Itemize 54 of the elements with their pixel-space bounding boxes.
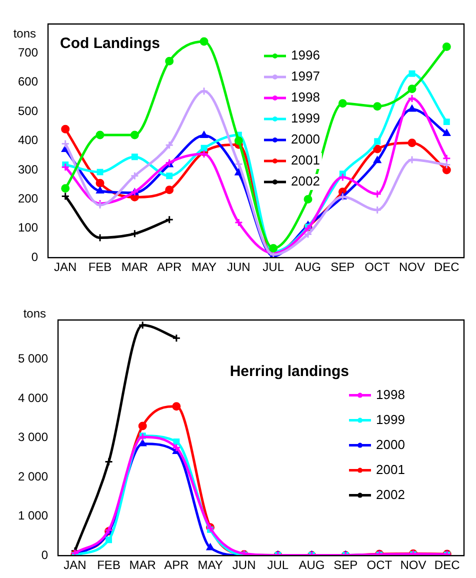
legend-label: 1999 <box>376 412 405 427</box>
y-axis-title: tons <box>23 306 46 320</box>
x-tick-label: APR <box>157 260 182 274</box>
legend-label: 2000 <box>291 132 320 147</box>
legend-label: 1999 <box>291 110 320 126</box>
x-tick-label: MAR <box>121 260 148 274</box>
y-tick-label: 100 <box>18 220 38 235</box>
y-tick-label: 400 <box>18 133 38 148</box>
x-tick-label: MAY <box>191 260 217 274</box>
x-tick-label: NOV <box>400 558 426 572</box>
x-tick-label: MAY <box>198 558 223 572</box>
x-tick-label: OCT <box>366 558 393 572</box>
legend-label: 1998 <box>291 90 320 105</box>
y-axis-title: tons <box>13 26 36 40</box>
x-tick-label: JAN <box>54 260 77 274</box>
x-tick-label: APR <box>164 558 190 572</box>
legend-label: 1996 <box>291 48 320 63</box>
x-tick-label: OCT <box>364 260 391 274</box>
y-tick-label: 500 <box>18 104 38 118</box>
legend-label: 2001 <box>376 462 405 477</box>
legend-label: 2000 <box>376 436 405 452</box>
x-tick-label: FEB <box>88 260 112 274</box>
x-tick-label: DEC <box>434 558 460 572</box>
legend-label: 2001 <box>291 152 320 168</box>
y-tick-label: 0 <box>31 250 38 264</box>
y-tick-label: 1 000 <box>18 508 48 523</box>
legend-label: 1998 <box>376 386 405 402</box>
y-tick-label: 5 000 <box>18 352 48 366</box>
x-tick-label: JUN <box>232 558 256 572</box>
x-tick-label: DEC <box>434 260 460 274</box>
legend-label: 2002 <box>291 174 320 189</box>
y-tick-label: 2 000 <box>18 469 48 484</box>
y-tick-label: 700 <box>18 46 38 60</box>
x-tick-label: JUL <box>267 558 289 572</box>
x-tick-label: JUL <box>262 260 284 274</box>
x-tick-label: FEB <box>97 558 120 572</box>
x-tick-label: AUG <box>295 260 322 274</box>
y-tick-label: 3 000 <box>18 430 48 444</box>
x-tick-label: JUN <box>227 260 250 274</box>
y-tick-label: 300 <box>18 162 38 176</box>
x-tick-label: MAR <box>129 558 156 572</box>
x-tick-label: SEP <box>330 260 355 274</box>
text: Cod Landings <box>60 35 160 52</box>
legend-label: 1997 <box>291 68 320 84</box>
x-tick-label: AUG <box>298 558 325 572</box>
legend-label: 2002 <box>376 486 405 502</box>
text: Herring landings <box>230 363 350 380</box>
x-tick-label: JAN <box>64 558 86 572</box>
y-tick-label: 4 000 <box>18 390 48 405</box>
y-tick-label: 600 <box>18 74 38 89</box>
x-tick-label: SEP <box>334 558 358 572</box>
y-tick-label: 200 <box>18 192 38 206</box>
x-tick-label: NOV <box>398 260 426 274</box>
y-tick-label: 0 <box>41 548 48 562</box>
